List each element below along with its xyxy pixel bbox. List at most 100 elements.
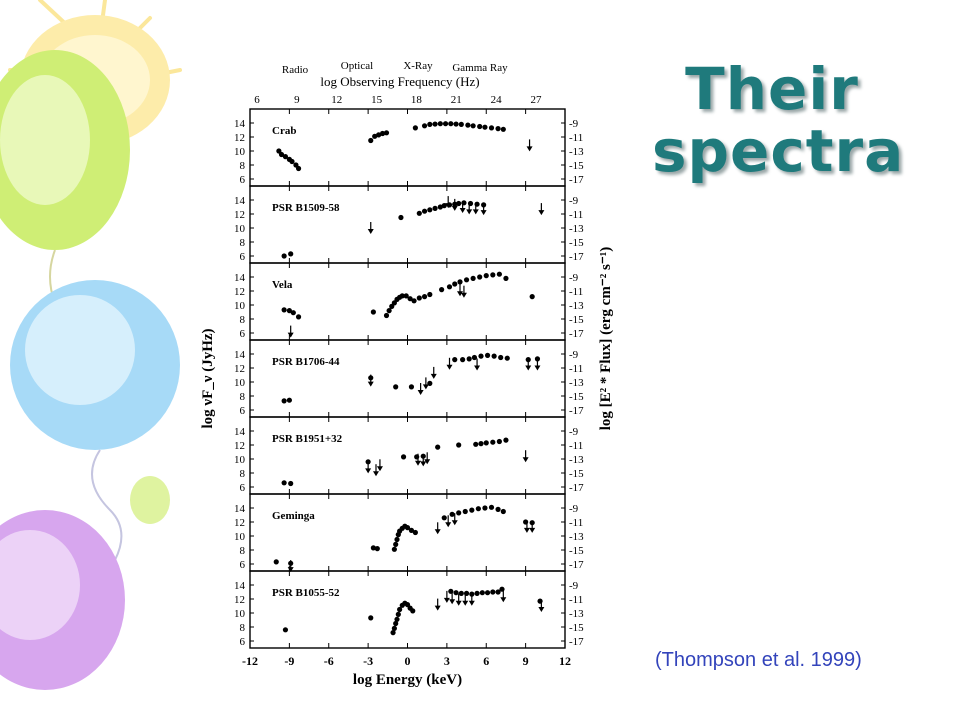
data-point [500,126,506,132]
upper-limit-arrow [376,466,383,472]
panel-name: Vela [272,279,293,291]
y-tick-label-right: -11 [569,286,583,298]
upper-limit-arrow [434,529,441,535]
y-tick-label-right: -11 [569,440,583,452]
data-point [368,137,374,144]
y-tick-label-right: -15 [569,160,584,172]
y-tick-label-left: 6 [240,559,246,571]
slide-title: Their spectra [652,55,905,185]
panel-name: Geminga [272,510,315,522]
data-point [473,441,479,447]
x-tick-label: 6 [483,654,489,668]
y-tick-label-left: 8 [240,314,246,326]
y-tick-label-left: 8 [240,160,246,172]
upper-limit-arrow [460,292,467,298]
y-tick-label-left: 14 [234,349,246,361]
balloon-blue [10,280,180,561]
upper-limit-arrow [443,597,450,603]
data-point [484,590,491,596]
panel: 6 8 10 12 14 -17 -15 -13 -11 -9 PSR B1706-44 [234,339,584,418]
data-point [488,504,495,510]
y-tick-label-left: 10 [234,223,246,235]
data-point [286,397,292,403]
x-axis-label: log Energy (keV) [353,672,462,688]
x-tick-label: -12 [242,654,258,668]
upper-limit-arrow [373,471,379,477]
data-point [403,293,409,299]
data-point [479,590,485,596]
data-point [370,545,376,551]
upper-limit-arrow [420,461,427,467]
tiny-green-balloon [130,476,170,524]
data-point [456,510,462,516]
data-point [386,308,392,314]
data-point [404,525,411,531]
y-tick-label-right: -11 [569,209,583,221]
band-label: Gamma Ray [452,62,508,74]
data-point [421,294,428,300]
upper-limit-arrow [445,203,452,209]
panel-frame [249,493,566,572]
y-axis-label-right: log [E² * Flux] (erg cm⁻² s⁻¹) [598,247,614,430]
data-point [376,132,382,138]
data-point [503,275,509,281]
data-point [462,508,468,515]
data-point [393,620,399,627]
y-tick-label-left: 14 [234,195,246,207]
data-point [391,546,397,552]
data-point [504,355,510,361]
top-tick-label: 12 [331,94,342,106]
y-tick-label-left: 8 [240,545,246,557]
y-tick-label-right: -13 [569,223,584,235]
data-point [437,121,443,127]
data-point [421,208,428,214]
y-tick-label-left: 6 [240,482,246,494]
data-point [483,440,489,446]
balloon-purple [0,510,125,690]
panel-name: Crab [272,125,296,137]
data-point [490,272,496,278]
upper-limit-arrow [367,381,374,387]
data-point [469,507,475,513]
y-tick-label-left: 14 [234,426,246,438]
data-point [370,309,376,315]
data-point [290,310,296,316]
y-tick-label-left: 12 [234,132,245,144]
upper-limit-arrow [365,468,372,474]
data-point [484,352,491,358]
y-tick-label-right: -15 [569,391,584,403]
upper-limit-arrow [446,364,453,370]
y-tick-label-right: -13 [569,377,584,389]
data-point [395,611,401,618]
upper-limit-arrow [500,597,507,603]
panel-name: PSR B1951+32 [272,433,343,445]
data-point [281,307,287,313]
upper-limit-arrow [430,373,437,379]
top-tick-label: 27 [531,94,543,106]
upper-limit-arrow [287,567,294,573]
y-tick-label-left: 14 [234,118,246,130]
upper-limit-arrow [451,205,458,211]
upper-limit-arrow [445,522,452,528]
citation-text: (Thompson et al. 1999) [655,649,862,671]
y-tick-label-right: -17 [569,636,584,648]
data-point [282,154,289,160]
y-tick-label-left: 10 [234,300,246,312]
y-tick-label-left: 12 [234,594,245,606]
y-tick-label-right: -17 [569,482,584,494]
x-tick-label: -9 [284,654,294,668]
data-point [282,627,289,633]
upper-limit-arrow [468,600,475,606]
panel: 6 8 10 12 14 -17 -15 -13 -11 -9 Crab [234,108,584,187]
data-point [372,133,378,139]
data-point [495,506,501,512]
y-tick-label-right: -13 [569,608,584,620]
y-tick-label-right: -15 [569,237,584,249]
x-tick-label: -3 [363,654,373,668]
data-point [393,384,399,390]
y-axis-label-left: log νF_ν (JyHz) [200,328,216,428]
data-point [288,480,294,487]
data-point [437,204,443,210]
data-point [432,205,438,211]
